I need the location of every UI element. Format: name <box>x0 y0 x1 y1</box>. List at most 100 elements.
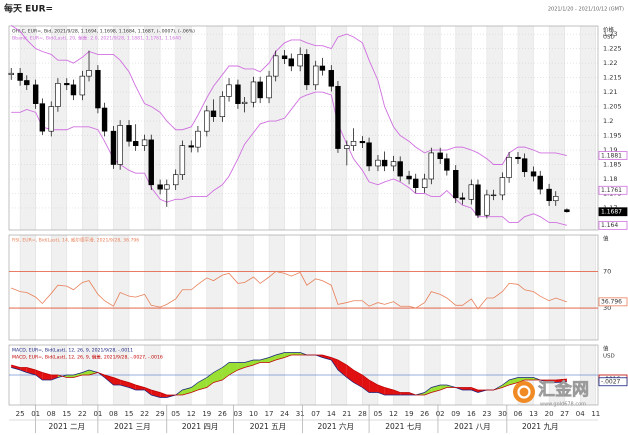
candle-body <box>132 141 139 146</box>
legend-text: MACD, EUR=, Bid(Last), 12, 26, 9, 偏差, 20… <box>12 354 163 361</box>
month-label: 2021 五月 <box>250 422 286 431</box>
value-box <box>598 377 628 387</box>
candle-body <box>350 141 357 146</box>
macd-fill <box>197 377 207 390</box>
y-tick-label: 1.19 <box>603 146 617 154</box>
week-band <box>20 235 36 340</box>
x-tick-label: 30 <box>498 410 507 418</box>
candle-body <box>266 75 272 99</box>
x-tick-label: 26 <box>218 410 227 418</box>
x-tick-label: 05 <box>373 410 382 418</box>
candle-body <box>110 130 117 165</box>
month-label: 2021 四月 <box>182 422 218 431</box>
week-band <box>144 26 161 230</box>
macd-fill <box>440 385 447 390</box>
x-tick-label: 15 <box>125 410 134 418</box>
week-band <box>331 235 347 340</box>
x-tick-label: 06 <box>514 410 523 418</box>
candle-body <box>55 83 61 107</box>
candle-body <box>204 110 210 132</box>
macd-fill <box>42 372 52 380</box>
candle-body <box>39 103 46 132</box>
macd-fill <box>120 380 130 388</box>
week-band <box>269 26 285 230</box>
candle-body <box>521 158 528 173</box>
macd-fill <box>284 352 292 358</box>
candle-body <box>437 152 443 160</box>
candle-body <box>335 85 341 149</box>
legend-text: OHLC, EUR=, Bid, 2021/9/28, 1.1694, 1.16… <box>12 29 195 35</box>
candle-body <box>564 209 570 213</box>
x-tick-label: 19 <box>405 410 414 418</box>
week-band <box>362 235 378 340</box>
candle-body <box>328 70 334 87</box>
x-tick-label: 03 <box>233 410 242 418</box>
value-box-label: 1.1687 <box>601 209 622 216</box>
week-band <box>517 26 534 230</box>
macd-fill <box>502 380 510 388</box>
week-band <box>237 26 254 230</box>
candle-body <box>304 54 310 86</box>
axis-label: 价格 <box>603 26 615 34</box>
watermark-logo <box>513 381 535 403</box>
candle-body <box>24 80 30 86</box>
macd-fill <box>11 365 21 370</box>
macd-fill <box>26 367 36 375</box>
candle-body <box>359 141 366 144</box>
panel-frame <box>8 25 599 231</box>
x-tick-label: 27 <box>560 410 569 418</box>
series-line <box>11 271 568 310</box>
candle-body <box>313 65 319 86</box>
value-box <box>598 207 628 217</box>
value-box-label: 1.164 <box>601 222 618 229</box>
month-label: 2021 七月 <box>385 422 421 431</box>
candle-body <box>288 58 294 67</box>
week-band <box>20 26 36 230</box>
candle-body <box>506 156 512 178</box>
candle-body <box>553 196 559 202</box>
macd-fill <box>369 380 378 393</box>
month-label: 2021 三月 <box>114 422 150 431</box>
candle-body <box>484 194 490 216</box>
week-band <box>580 26 596 230</box>
week-band <box>206 235 223 340</box>
macd-fill <box>73 372 83 378</box>
week-band <box>51 235 67 340</box>
candle-body <box>241 101 248 104</box>
macd-fill <box>144 387 152 395</box>
x-tick-label: 10 <box>249 410 258 418</box>
macd-fill <box>104 375 114 385</box>
value-box-label: -.0027 <box>601 379 621 386</box>
macd-fill <box>517 377 525 383</box>
candle-body <box>413 178 419 188</box>
macd-fill <box>337 360 347 378</box>
legend-text: Bband, EUR=, Bid(Last), 20, 偏差: 2.0, 202… <box>12 35 181 42</box>
legend-text: RSI, EUR=, Bid(Last), 14, 威尔德平滑, 2021/9/… <box>12 237 139 244</box>
x-tick-label: 22 <box>78 410 87 418</box>
macd-fill <box>393 390 401 395</box>
week-band <box>424 235 441 340</box>
candle-body <box>32 84 39 104</box>
macd-fill <box>471 387 478 393</box>
x-tick-label: 17 <box>265 410 274 418</box>
week-band <box>82 26 98 230</box>
candle-body <box>490 194 497 197</box>
macd-fill <box>346 365 354 383</box>
week-band <box>144 235 161 340</box>
y-tick-label: 1.195 <box>603 132 622 140</box>
y-tick-label: 1.2 <box>603 117 613 125</box>
candle-body <box>344 145 350 149</box>
y-tick-label: 1.21 <box>603 88 617 96</box>
candle-body <box>17 72 23 81</box>
y-tick-label: 70 <box>603 268 611 276</box>
x-tick-label: 12 <box>187 410 196 418</box>
candle-body <box>390 161 397 167</box>
candle-body <box>546 188 552 202</box>
x-tick-label: 11 <box>591 410 600 418</box>
x-tick-label: 07 <box>311 410 320 418</box>
candle-body <box>101 107 108 132</box>
macd-fill <box>377 385 385 395</box>
value-box-label: 1.1881 <box>601 152 622 159</box>
series-line <box>11 352 567 398</box>
